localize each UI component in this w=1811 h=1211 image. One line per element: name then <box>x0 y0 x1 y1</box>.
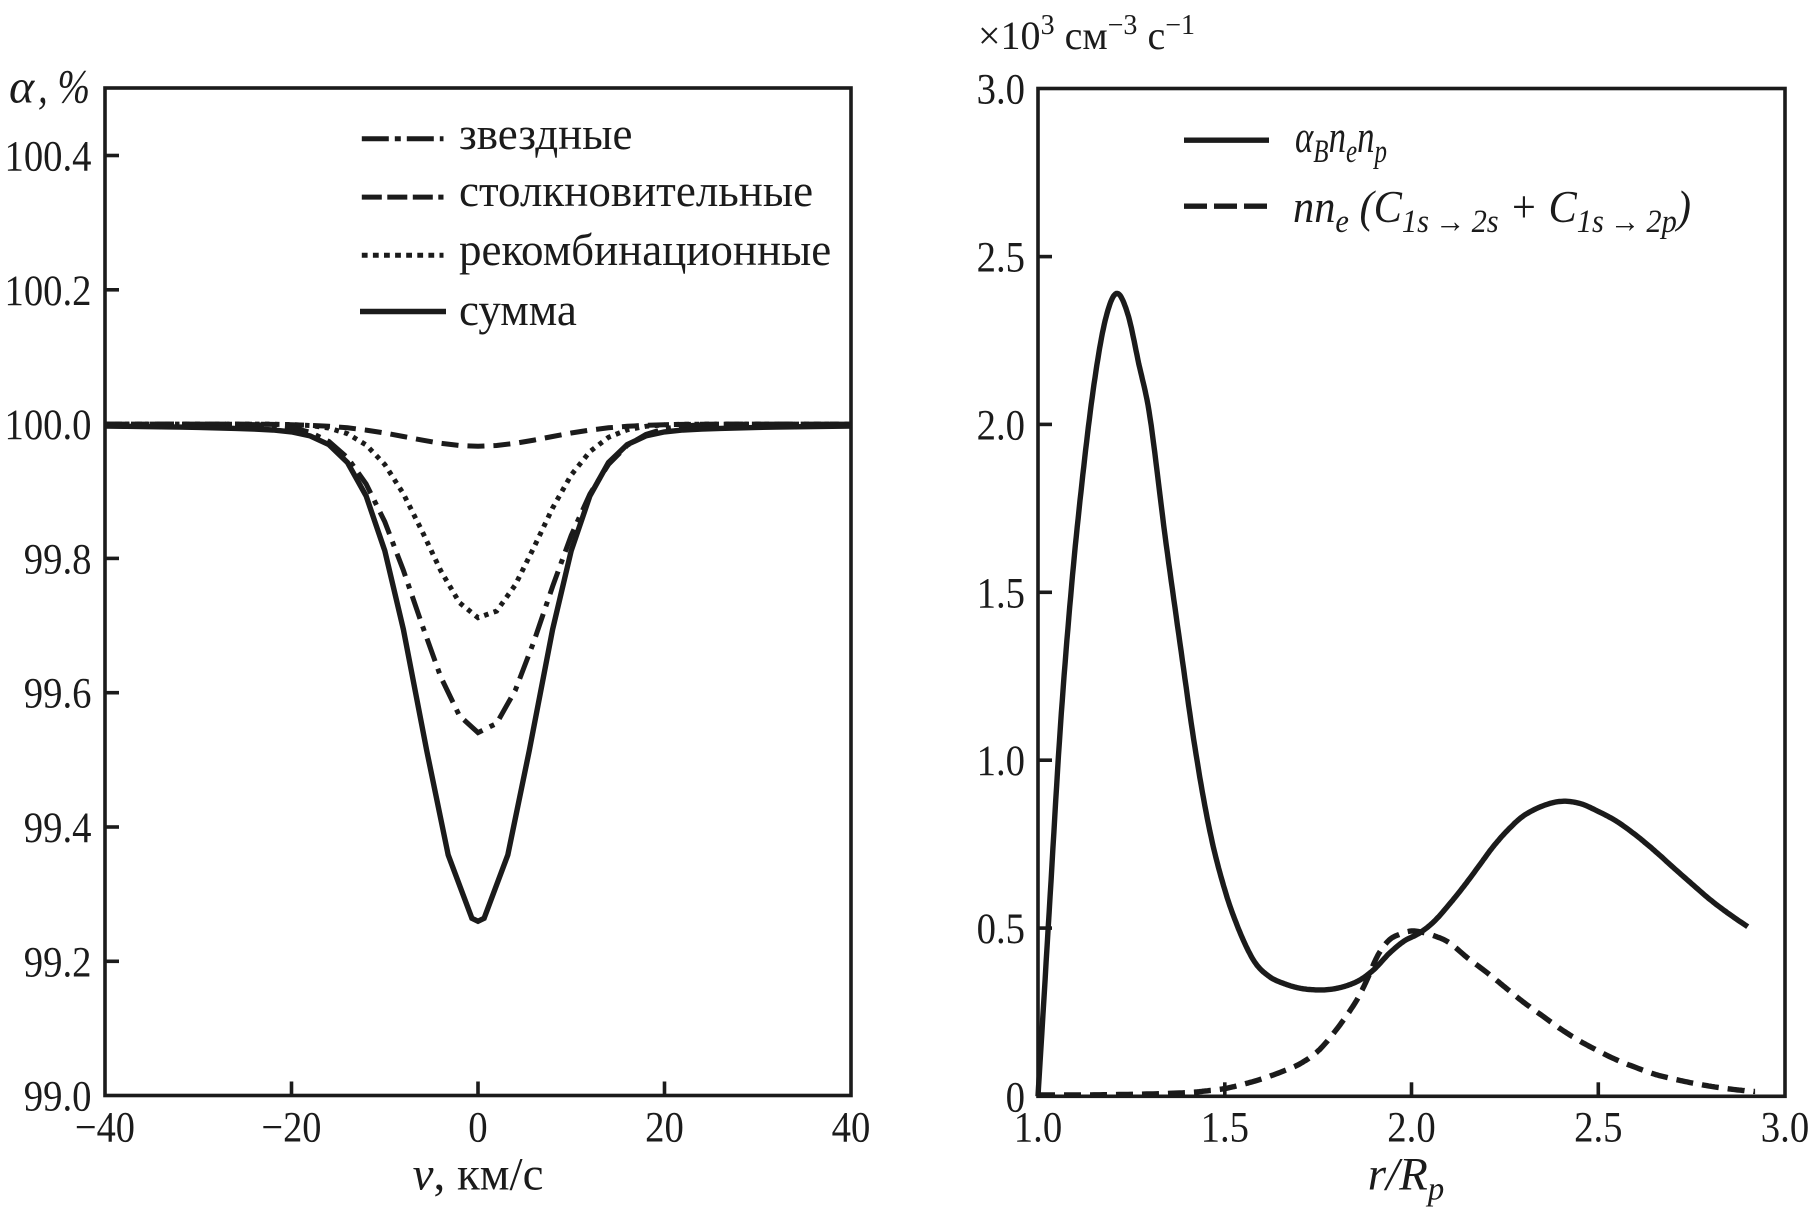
svg-text:99.0: 99.0 <box>24 1074 92 1121</box>
svg-text:рекомбинационные: рекомбинационные <box>459 225 831 275</box>
svg-text:99.2: 99.2 <box>24 939 92 986</box>
svg-text:αBnenp: αBnenp <box>1295 111 1387 170</box>
svg-text:сумма: сумма <box>459 285 577 335</box>
svg-text:0: 0 <box>1006 1074 1025 1121</box>
svg-text:100.2: 100.2 <box>5 268 92 315</box>
svg-text:, %: , % <box>38 61 90 114</box>
svg-text:1.0: 1.0 <box>1014 1105 1062 1152</box>
svg-text:1.5: 1.5 <box>1201 1105 1249 1152</box>
svg-text:v, км/с: v, км/с <box>413 1149 544 1201</box>
svg-text:100.0: 100.0 <box>5 402 92 449</box>
svg-text:99.8: 99.8 <box>24 536 92 583</box>
svg-text:1.5: 1.5 <box>977 570 1025 617</box>
svg-text:2.0: 2.0 <box>977 402 1025 449</box>
svg-text:звездные: звездные <box>459 109 632 159</box>
svg-text:0: 0 <box>468 1105 487 1152</box>
svg-text:−20: −20 <box>262 1105 322 1152</box>
svg-text:100.4: 100.4 <box>5 134 92 181</box>
svg-text:99.6: 99.6 <box>24 671 92 718</box>
svg-text:2.0: 2.0 <box>1387 1105 1435 1152</box>
svg-text:99.4: 99.4 <box>24 805 92 852</box>
svg-text:×103 см−3 с−1: ×103 см−3 с−1 <box>978 10 1195 58</box>
svg-text:40: 40 <box>832 1105 871 1152</box>
svg-text:0.5: 0.5 <box>977 906 1025 953</box>
svg-text:3.0: 3.0 <box>1761 1105 1809 1152</box>
svg-text:столкновительные: столкновительные <box>459 166 813 216</box>
svg-text:1.0: 1.0 <box>977 738 1025 785</box>
svg-text:−40: −40 <box>75 1105 135 1152</box>
svg-text:20: 20 <box>645 1105 684 1152</box>
svg-text:3.0: 3.0 <box>977 67 1025 114</box>
svg-text:2.5: 2.5 <box>1574 1105 1622 1152</box>
svg-text:2.5: 2.5 <box>977 235 1025 282</box>
svg-text:α: α <box>9 61 35 114</box>
